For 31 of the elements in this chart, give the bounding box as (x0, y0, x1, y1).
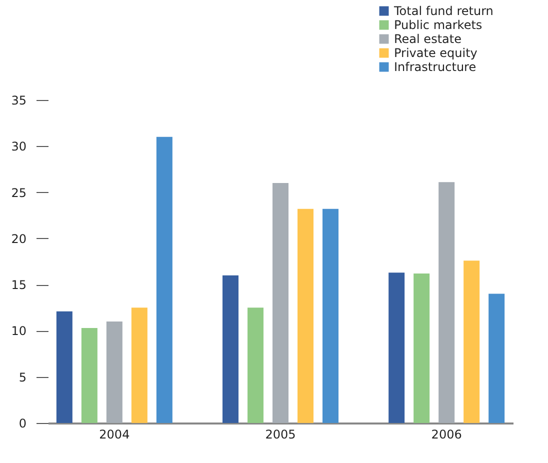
bar (248, 308, 264, 423)
bar (81, 328, 98, 423)
y-tick-label: 30 (11, 140, 26, 154)
bar (322, 208, 338, 423)
y-tick-label: 10 (11, 324, 26, 338)
x-tick-label: 2005 (265, 428, 296, 442)
bar (272, 183, 288, 423)
bar (388, 272, 405, 423)
bar (106, 321, 122, 423)
legend-label: Private equity (394, 46, 478, 60)
x-tick-label: 2004 (99, 428, 130, 442)
legend-label: Real estate (394, 32, 462, 46)
y-tick-label: 20 (11, 232, 26, 246)
bar (438, 182, 455, 423)
y-tick-label: 5 (18, 370, 26, 384)
y-tick-label: 25 (11, 186, 26, 200)
legend-label: Total fund return (393, 4, 494, 18)
y-tick-label: 35 (11, 94, 26, 108)
y-tick-label: 15 (11, 278, 26, 292)
bar (131, 308, 148, 423)
bar (156, 136, 172, 423)
x-tick-label: 2006 (431, 428, 462, 442)
bar (414, 273, 430, 423)
legend-label: Public markets (394, 18, 482, 32)
bar (222, 275, 238, 423)
bar (488, 294, 505, 423)
bar (56, 311, 72, 423)
y-tick-label: 0 (18, 416, 26, 430)
legend-label: Infrastructure (394, 60, 476, 74)
bar (464, 260, 480, 423)
bar (298, 208, 314, 423)
